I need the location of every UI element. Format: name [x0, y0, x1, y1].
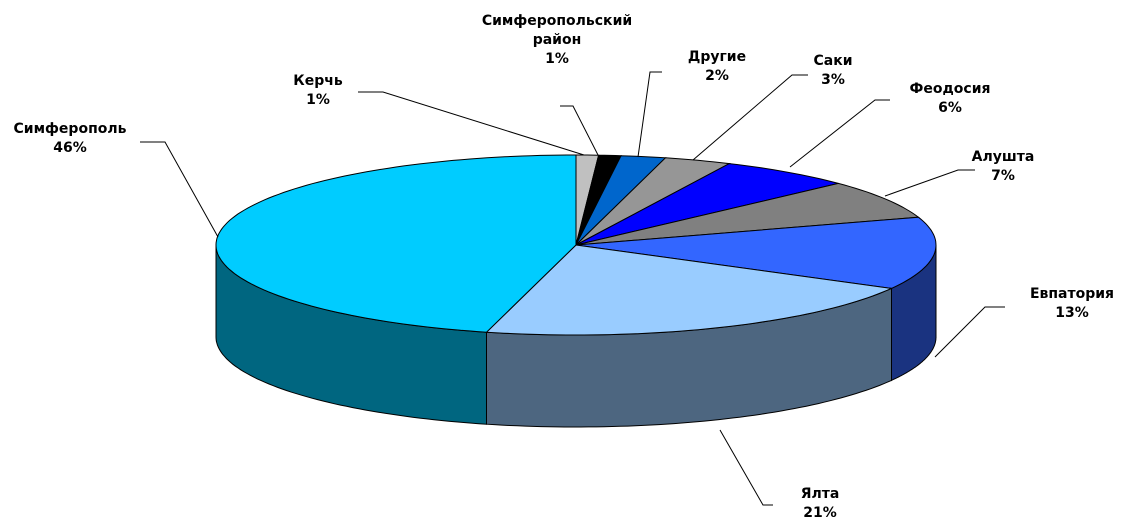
leader-line — [692, 74, 808, 161]
label-value: 7% — [991, 168, 1015, 184]
data-label: Феодосия 6% — [875, 80, 1025, 118]
label-value: 2% — [705, 68, 729, 84]
label-value: 6% — [938, 100, 962, 116]
leader-line — [789, 99, 890, 168]
data-label: Алушта 7% — [943, 148, 1063, 186]
slice — [575, 216, 937, 289]
data-label: Другие 2% — [657, 48, 777, 86]
label-name: Керчь — [293, 73, 343, 89]
label-value: 46% — [53, 140, 87, 156]
label-name: Ялта — [800, 486, 840, 502]
leader-line — [140, 141, 219, 238]
label-name: Феодосия — [909, 81, 991, 97]
label-name: Алушта — [971, 149, 1035, 165]
leader-line — [358, 91, 585, 156]
data-label: Керчь 1% — [218, 72, 418, 110]
leader-line — [884, 169, 975, 197]
label-value: 13% — [1055, 305, 1089, 321]
label-name: Симферопольский район — [481, 13, 633, 48]
leader-line — [637, 71, 662, 158]
label-value: 3% — [821, 72, 845, 88]
data-label: Саки 3% — [773, 52, 893, 90]
slice — [215, 154, 577, 333]
label-value: 1% — [306, 92, 330, 108]
label-name: Саки — [813, 53, 853, 69]
data-label: Симферопольский район 1% — [467, 12, 647, 69]
slice — [575, 163, 839, 246]
label-value: 21% — [803, 505, 837, 521]
leader-line — [934, 306, 1005, 358]
slice — [575, 157, 731, 246]
slices — [215, 154, 937, 428]
slice — [485, 244, 894, 336]
data-label: Симферополь 46% — [0, 120, 145, 158]
label-value: 1% — [545, 51, 569, 67]
data-label: Евпатория 13% — [1002, 285, 1131, 323]
leader-line — [719, 429, 773, 506]
label-name: Другие — [687, 49, 747, 65]
leader-line — [560, 105, 599, 156]
label-name: Евпатория — [1029, 286, 1115, 302]
label-name: Симферополь — [13, 121, 127, 137]
slice — [575, 182, 920, 246]
data-label: Ялта 21% — [760, 485, 880, 523]
